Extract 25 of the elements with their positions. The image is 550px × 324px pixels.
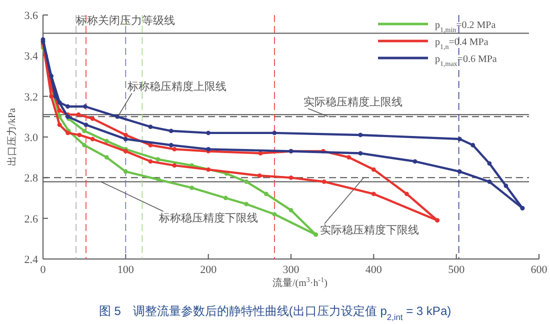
- x-tick-label: 300: [282, 264, 300, 276]
- y-tick-label: 3.6: [24, 10, 38, 22]
- x-axis-title: 流量/(m$^{3}$·h$^{-1}$): [272, 276, 328, 289]
- y-tick-label: 3.4: [24, 50, 38, 63]
- y-tick-label: 3.2: [24, 91, 38, 104]
- ref-line-label: 标称关闭压力等级线: [75, 14, 176, 28]
- y-tick-label: 3.0: [24, 132, 38, 144]
- x-tick-label: 0: [40, 264, 46, 276]
- ref-line-label: 标称稳压精度下限线: [158, 211, 258, 224]
- x-tick-label: 400: [365, 264, 382, 276]
- legend-label: p$_{1,n}$=0.4 MPa: [435, 37, 489, 51]
- ref-line-label: 实际稳压精度下限线: [320, 224, 420, 237]
- x-tick-label: 500: [448, 264, 466, 276]
- ref-line-label: 标称稳压精度上限线: [126, 80, 226, 94]
- ref-line-label: 实际稳压精度上限线: [304, 95, 402, 108]
- y-tick-label: 2.8: [24, 172, 38, 185]
- y-tick-label: 2.4: [24, 254, 38, 266]
- x-tick-label: 100: [117, 264, 134, 276]
- y-axis-title: 出口压力/kPa: [6, 108, 18, 166]
- legend-label: p$_{1,min}$=0.2 MPa: [435, 20, 496, 34]
- y-tick-label: 2.6: [24, 213, 38, 226]
- legend-label: p$_{1,max}$=0.6 MPa: [435, 54, 498, 68]
- x-tick-label: 200: [200, 264, 218, 276]
- x-tick-label: 600: [530, 264, 548, 276]
- text: 图 5 调整流量参数后的静特性曲线(出口压力设定值 p$_{2,int}$ = 3 kPa): [98, 304, 452, 322]
